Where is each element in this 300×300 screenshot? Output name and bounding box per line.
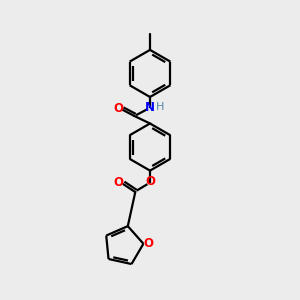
Text: O: O — [114, 176, 124, 189]
Text: O: O — [145, 175, 155, 188]
Text: H: H — [156, 102, 164, 112]
Text: O: O — [114, 102, 124, 115]
Text: O: O — [143, 237, 153, 250]
Text: N: N — [145, 101, 155, 114]
